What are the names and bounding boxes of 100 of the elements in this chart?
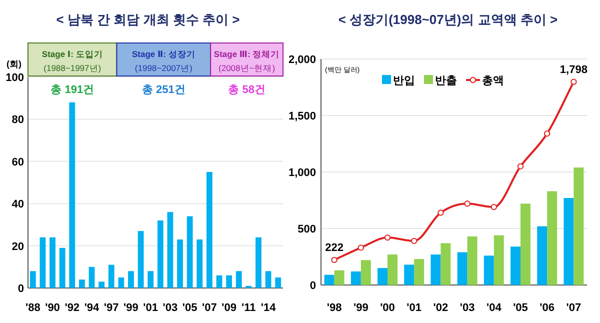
bar xyxy=(186,216,193,288)
annotation: 총 191건 xyxy=(50,84,94,96)
bar xyxy=(206,172,212,288)
bar xyxy=(265,271,272,288)
x-tick-label: '07 xyxy=(566,302,582,314)
x-tick-label: '02 xyxy=(433,302,448,314)
bar xyxy=(50,237,56,288)
bar xyxy=(430,254,441,285)
x-tick-label: '05 xyxy=(182,302,198,314)
bar xyxy=(414,259,424,285)
x-tick-label: '05 xyxy=(513,302,528,314)
x-tick-label: '03 xyxy=(162,302,178,314)
bar xyxy=(236,271,242,288)
bar xyxy=(216,275,222,288)
text: Stage Ⅱ: 성장기 xyxy=(132,49,196,59)
bar xyxy=(30,271,36,288)
x-tick-label: '90 xyxy=(45,302,60,314)
bar xyxy=(457,252,468,285)
x-tick-label: '88 xyxy=(25,302,40,314)
bar xyxy=(404,264,414,285)
legend-label: 반입 xyxy=(393,75,415,87)
bar xyxy=(88,266,95,288)
bar xyxy=(350,271,361,285)
y-tick-label: 1,000 xyxy=(288,167,316,179)
bar xyxy=(118,277,124,288)
bar xyxy=(564,198,574,285)
point xyxy=(570,78,577,85)
bar xyxy=(378,268,388,285)
bar xyxy=(196,239,203,288)
text: (2008년~현재) xyxy=(218,63,276,73)
bar xyxy=(520,204,530,285)
point xyxy=(464,200,470,207)
bar xyxy=(494,235,504,285)
x-tick-label: '97 xyxy=(104,302,119,314)
y-tick-label: 40 xyxy=(12,198,24,211)
bar xyxy=(40,237,46,288)
y-tick-label: 20 xyxy=(12,240,24,253)
bar xyxy=(98,282,104,288)
bar xyxy=(128,271,134,288)
point xyxy=(411,238,418,244)
x-tick-label: '09 xyxy=(222,302,236,314)
bar xyxy=(79,280,85,288)
x-tick-label: '14 xyxy=(260,302,277,314)
legend-label: 반출 xyxy=(435,75,457,87)
y-tick-label: 0 xyxy=(310,280,316,292)
annotation: 총 251건 xyxy=(142,84,186,96)
y-tick-label: 60 xyxy=(12,156,24,168)
bar xyxy=(148,271,154,288)
legend-label: 총액 xyxy=(482,75,504,87)
y-tick-label: 500 xyxy=(298,224,316,236)
x-tick-label: '06 xyxy=(540,302,555,314)
bar xyxy=(324,274,334,285)
point xyxy=(358,244,364,251)
y-tick-label: 80 xyxy=(12,114,24,126)
bar xyxy=(256,237,262,288)
x-tick-label: '01 xyxy=(143,302,158,314)
text: (1988~1997년) xyxy=(44,63,102,73)
bar xyxy=(69,102,76,288)
bar xyxy=(547,191,558,285)
y-axis-title: (회) xyxy=(6,59,22,69)
bar xyxy=(167,212,174,288)
x-tick-label: '99 xyxy=(124,302,138,314)
text: (1998~2007년) xyxy=(134,63,193,73)
chart-title: < 남북 간 회담 개최 횟수 추이 > xyxy=(56,12,240,27)
point xyxy=(438,210,444,216)
y-tick-label: 1,500 xyxy=(288,110,316,122)
bar xyxy=(510,246,520,285)
bar xyxy=(108,264,114,288)
x-tick-label: '99 xyxy=(353,302,368,314)
y-tick-label: 100 xyxy=(6,72,24,84)
x-tick-label: '07 xyxy=(202,302,217,314)
x-tick-label: '94 xyxy=(84,302,100,314)
point xyxy=(517,163,524,170)
bar xyxy=(440,243,451,285)
y-tick-label: 2,000 xyxy=(288,54,316,66)
point xyxy=(544,130,550,137)
x-tick-label: '00 xyxy=(380,302,395,314)
point xyxy=(331,256,338,264)
y-tick-label: 0 xyxy=(18,283,24,295)
text: Stage Ⅰ: 도입기 xyxy=(42,49,103,59)
bar xyxy=(388,254,398,285)
point xyxy=(490,204,497,210)
x-tick-label: '01 xyxy=(406,302,422,314)
bar xyxy=(226,275,232,288)
x-tick-label: '04 xyxy=(486,302,502,314)
annotation: 총 58건 xyxy=(228,84,266,96)
x-tick-label: '92 xyxy=(64,302,80,314)
x-tick-label: '03 xyxy=(460,302,475,314)
bar xyxy=(275,277,282,288)
x-tick-label: '98 xyxy=(326,302,342,314)
bar xyxy=(484,256,494,285)
point xyxy=(384,234,391,241)
bar xyxy=(157,220,164,288)
bar xyxy=(537,226,548,285)
bar xyxy=(138,231,144,288)
bar xyxy=(59,248,66,288)
bar xyxy=(574,167,584,285)
bar xyxy=(334,270,344,285)
data-label: 222 xyxy=(325,242,344,254)
bar xyxy=(177,239,183,288)
